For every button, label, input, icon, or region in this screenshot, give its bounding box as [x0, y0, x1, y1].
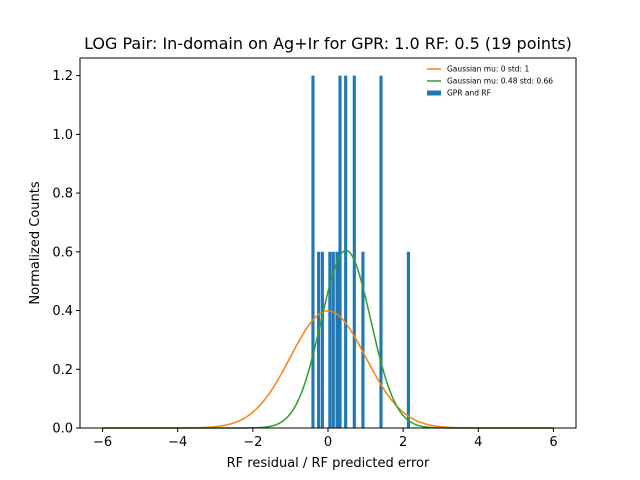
x-tick-label: 6	[549, 435, 557, 450]
histogram-bar	[344, 75, 348, 428]
legend-label: Gaussian mu: 0 std: 1	[447, 65, 529, 74]
histogram-bar	[311, 75, 315, 428]
x-tick-label: −4	[168, 435, 187, 450]
x-tick-label: −6	[93, 435, 112, 450]
legend: Gaussian mu: 0 std: 1 Gaussian mu: 0.48 s…	[427, 65, 553, 98]
histogram-bar	[361, 251, 365, 428]
legend-label: GPR and RF	[447, 89, 491, 98]
plot-area: −6 −4 −2 0 2 4 6 0.0 0.2 0.4 0.6 0.8 1.0 1.2	[52, 57, 577, 450]
y-tick-label: 1.2	[52, 69, 73, 84]
histogram-bar	[320, 251, 324, 428]
histogram-bar	[352, 75, 356, 428]
y-tick-label: 1.0	[52, 128, 73, 143]
y-tick-label: 0.4	[52, 304, 73, 319]
x-tick-label: 2	[399, 435, 407, 450]
histogram-bar	[328, 251, 332, 428]
histogram-bar	[379, 75, 383, 428]
histogram-bar	[338, 75, 342, 428]
histogram-bar	[335, 251, 339, 428]
legend-label: Gaussian mu: 0.48 std: 0.66	[447, 77, 553, 86]
histogram-bar	[331, 251, 335, 428]
y-tick-label: 0.0	[52, 422, 73, 437]
x-axis-label: RF residual / RF predicted error	[227, 456, 430, 471]
y-tick-label: 0.6	[52, 245, 73, 260]
y-axis-label: Normalized Counts	[28, 181, 43, 304]
histogram-bar	[406, 251, 410, 428]
chart-title: LOG Pair: In-domain on Ag+Ir for GPR: 1.…	[84, 34, 572, 53]
x-tick-label: −2	[243, 435, 262, 450]
histogram-bar	[317, 251, 321, 428]
y-tick-label: 0.2	[52, 363, 73, 378]
legend-swatch	[427, 90, 441, 96]
x-tick-label: 4	[474, 435, 482, 450]
x-tick-label: 0	[324, 435, 332, 450]
y-tick-label: 0.8	[52, 187, 73, 202]
